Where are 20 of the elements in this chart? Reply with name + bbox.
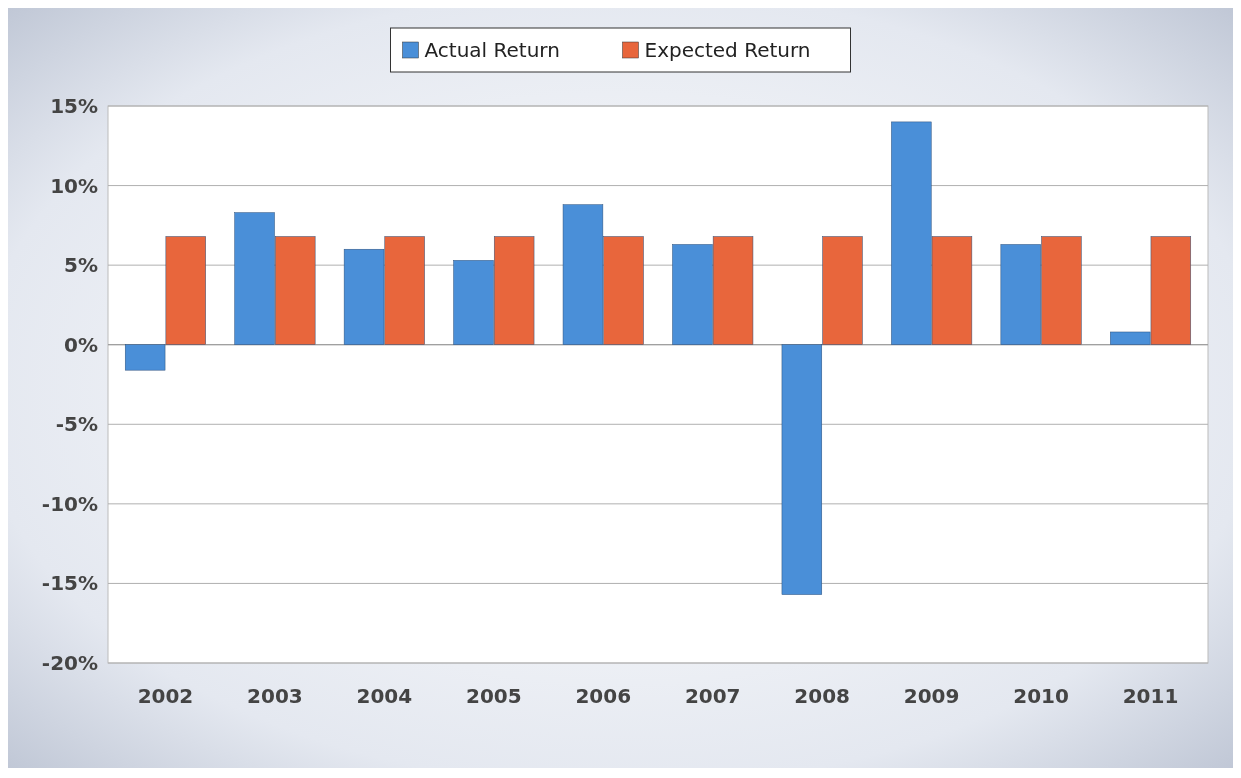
x-tick-label: 2003 [247, 684, 303, 708]
y-tick-label: -10% [41, 491, 98, 516]
y-tick-label: 15% [50, 94, 98, 118]
y-tick-label: 0% [64, 332, 98, 357]
x-tick-label: 2004 [356, 684, 413, 708]
y-tick-label: -15% [41, 571, 98, 596]
x-tick-label: 2005 [465, 684, 522, 708]
legend-label: Actual Return [424, 38, 560, 62]
y-tick-label: -20% [41, 651, 98, 675]
y-tick-label: 5% [64, 253, 98, 278]
y-tick-label: -5% [55, 412, 98, 437]
x-tick-label: 2010 [1013, 684, 1069, 708]
x-tick-label: 2008 [794, 684, 851, 708]
legend-label: Expected Return [644, 38, 811, 62]
x-tick-label: 2007 [684, 684, 741, 708]
y-tick-label: 10% [50, 173, 98, 198]
x-tick-label: 2006 [575, 684, 632, 708]
x-tick-label: 2011 [1122, 684, 1179, 708]
x-tick-label: 2009 [903, 684, 960, 708]
x-tick-label: 2002 [137, 684, 194, 708]
